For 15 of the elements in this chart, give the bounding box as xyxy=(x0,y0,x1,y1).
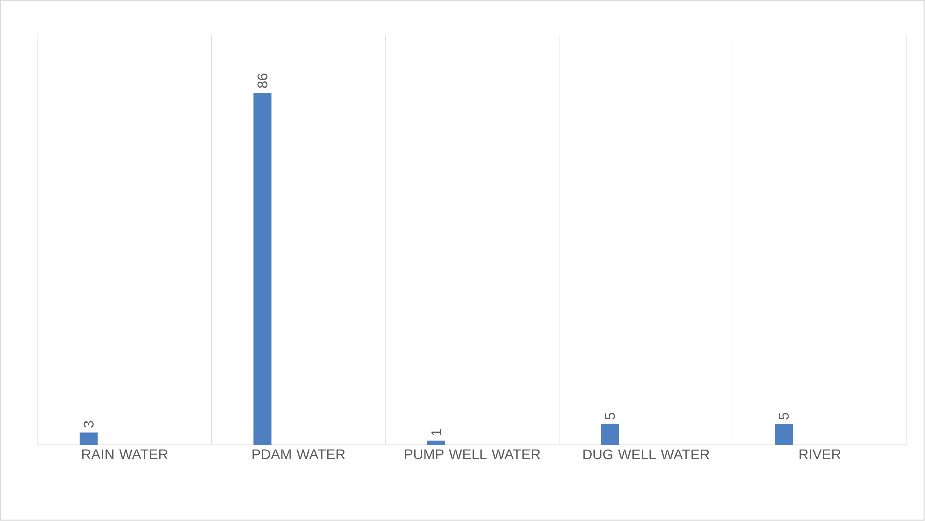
data-label: 3 xyxy=(84,421,94,428)
x-tick-label: RAIN WATER xyxy=(82,450,168,460)
data-label: 5 xyxy=(779,413,789,420)
bar xyxy=(428,440,446,445)
x-tick-label: PDAM WATER xyxy=(252,450,346,460)
bar xyxy=(80,432,98,445)
bar xyxy=(254,93,272,445)
x-tick-label: RIVER xyxy=(800,450,841,460)
x-tick-label: DUG WELL WATER xyxy=(584,450,710,460)
bar xyxy=(775,424,794,445)
data-label: 86 xyxy=(258,74,268,88)
bar xyxy=(601,424,620,445)
data-label: 5 xyxy=(605,413,616,420)
data-label: 1 xyxy=(432,430,442,436)
x-tick-label: PUMP WELL WATER xyxy=(405,450,540,460)
